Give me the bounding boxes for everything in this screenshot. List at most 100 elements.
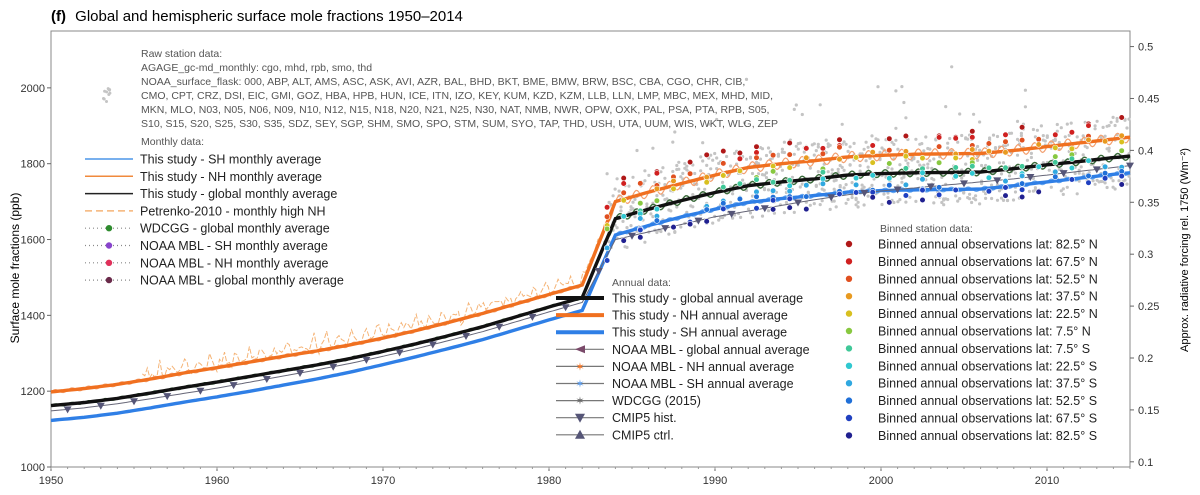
binned-point (686, 159, 694, 166)
monthly-legend-label: NOAA MBL - global monthly average (140, 274, 344, 288)
y-tick-label: 1600 (21, 235, 45, 247)
binned-point (653, 217, 661, 224)
raw-station-point (717, 218, 721, 222)
raw-station-point (711, 158, 715, 162)
raw-station-point (866, 145, 870, 149)
legend-swatch-marker (105, 259, 113, 266)
binned-point (736, 180, 744, 187)
binned-point (736, 149, 744, 157)
raw-station-line1: AGAGE_gc-md_monthly: cgo, mhd, rpb, smo,… (141, 62, 372, 74)
cmip5-hist-marker (960, 180, 968, 188)
binned-point (753, 193, 760, 200)
monthly-legend-label: This study - NH monthly average (140, 170, 322, 184)
raw-station-point (902, 175, 906, 179)
binned-point (803, 145, 810, 152)
binned-point (886, 182, 893, 189)
raw-station-point (1013, 171, 1018, 175)
binned-legend-marker (845, 292, 854, 301)
cmip5-hist-marker (1092, 166, 1101, 174)
raw-station-point (824, 138, 828, 142)
raw-station-point (924, 135, 928, 139)
binned-point (620, 175, 627, 182)
binned-point (637, 180, 644, 187)
raw-station-point (1031, 127, 1035, 132)
binned-point (786, 204, 793, 211)
raw-station-point (643, 179, 647, 183)
plot-frame (50, 30, 1131, 468)
raw-station-point (655, 230, 659, 235)
binned-point (1018, 137, 1026, 144)
raw-station-point (782, 140, 787, 144)
cmip5-hist-marker (594, 267, 603, 275)
raw-station-point (764, 153, 769, 158)
binned-point (919, 155, 926, 162)
raw-station-point (972, 112, 976, 116)
y2-tick-label: 0.25 (1138, 301, 1159, 313)
binned-point (620, 189, 627, 196)
binned-point (620, 237, 627, 244)
binned-point (1101, 138, 1109, 145)
raw-station-point (876, 138, 880, 142)
raw-station-point (1025, 158, 1029, 162)
legend-swatch-marker (105, 225, 113, 232)
y2-tick-label: 0.4 (1138, 145, 1153, 157)
raw-station-point (997, 161, 1002, 165)
raw-station-point (645, 202, 649, 206)
raw-station-point (1049, 185, 1053, 189)
binned-point (769, 187, 777, 194)
binned-point (902, 181, 910, 188)
raw-station-point (932, 178, 936, 182)
cmip5-hist-marker (196, 387, 205, 395)
binned-point (653, 206, 661, 213)
x-tick-label: 2000 (869, 475, 893, 487)
raw-station-point (766, 188, 771, 192)
binned-point (637, 200, 644, 207)
raw-station-point (993, 146, 998, 151)
binned-legend-label: Binned annual observations lat: 67.5° N (878, 255, 1098, 269)
binned-point (637, 215, 644, 222)
annual-legend-label: This study - SH annual average (612, 326, 787, 340)
x-axis: 1950 1960 1970 1980 1990 2000 2010 (39, 467, 1131, 487)
raw-station-point (756, 162, 761, 166)
raw-station-point (673, 130, 677, 134)
binned-point (869, 172, 876, 179)
binned-point (720, 200, 727, 207)
y-tick-label: 1200 (21, 386, 45, 398)
binned-point (836, 190, 843, 198)
raw-station-point (842, 168, 846, 172)
raw-station-point (631, 207, 635, 211)
raw-station-point (748, 156, 753, 160)
raw-station-point (764, 176, 769, 180)
raw-station-point (1073, 171, 1077, 176)
raw-station-point (828, 207, 832, 211)
raw-station-point (864, 140, 868, 144)
y2-tick-label: 0.5 (1138, 42, 1153, 54)
raw-station-point (1115, 119, 1119, 123)
raw-station-point (707, 122, 711, 126)
binned-point (686, 221, 694, 228)
raw-station-point (864, 159, 868, 163)
raw-station-point (976, 144, 980, 149)
raw-station-point (780, 147, 785, 151)
raw-station-point (631, 200, 635, 204)
raw-station-point (1105, 185, 1109, 190)
binned-legend-label: Binned annual observations lat: 52.5° S (878, 394, 1097, 408)
legend-swatch-marker (575, 429, 585, 439)
raw-station-point (890, 167, 894, 171)
binned-point (869, 142, 876, 149)
raw-station-point (1101, 125, 1105, 129)
binned-point (720, 160, 727, 167)
raw-station-point (709, 167, 713, 171)
binned-point (720, 148, 727, 155)
binned-point (935, 134, 943, 141)
binned-point (686, 170, 694, 177)
raw-station-point (870, 134, 874, 138)
raw-station-point (629, 205, 633, 209)
raw-station-point (1085, 146, 1089, 150)
binned-point (1068, 155, 1075, 162)
binned-point (1085, 172, 1092, 179)
binned-point (786, 151, 793, 158)
cmip5-hist-marker (528, 313, 537, 321)
binned-point (603, 257, 611, 264)
raw-station-point (1001, 161, 1006, 165)
